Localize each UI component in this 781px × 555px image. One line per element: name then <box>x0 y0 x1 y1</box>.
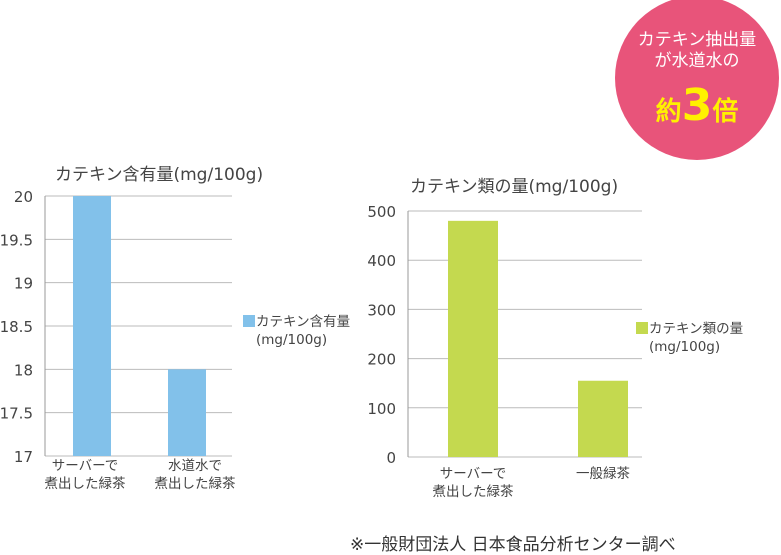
x-tick-label: 煮出した緑茶 <box>433 484 514 500</box>
bar <box>73 196 111 456</box>
legend-label: カテキン類の量 <box>649 321 743 337</box>
y-tick-label: 17.5 <box>0 405 33 423</box>
badge-prefix: 約 <box>655 97 682 127</box>
badge-ratio: 約3倍 <box>615 80 779 131</box>
y-tick-label: 500 <box>367 203 396 221</box>
legend-label: (mg/100g) <box>649 339 720 355</box>
chart-title: カテキン含有量(mg/100g) <box>55 165 263 185</box>
bar <box>448 220 498 457</box>
legend-swatch <box>636 322 648 334</box>
y-tick-label: 18.5 <box>0 318 33 336</box>
y-tick-label: 300 <box>367 301 396 319</box>
y-tick-label: 17 <box>14 448 33 466</box>
highlight-badge: カテキン抽出量 が水道水の 約3倍 <box>615 0 779 160</box>
x-tick-label: 煮出した緑茶 <box>155 476 236 492</box>
y-tick-label: 100 <box>367 400 396 418</box>
x-tick-label: 水道水で <box>168 458 222 474</box>
bar <box>578 380 628 457</box>
y-tick-label: 19 <box>14 275 33 293</box>
legend-label: (mg/100g) <box>256 332 327 348</box>
y-tick-label: 0 <box>386 449 396 467</box>
y-tick-label: 200 <box>367 351 396 369</box>
chart-title: カテキン類の量(mg/100g) <box>410 177 618 197</box>
y-tick-label: 19.5 <box>0 231 33 249</box>
x-tick-label: 煮出した緑茶 <box>45 476 126 492</box>
x-tick-label: サーバーで <box>52 458 119 474</box>
bar <box>168 369 206 456</box>
badge-line1: カテキン抽出量 <box>637 30 757 50</box>
badge-number: 3 <box>681 80 713 131</box>
x-tick-label: 一般緑茶 <box>576 466 630 482</box>
legend-swatch <box>243 315 255 327</box>
y-tick-label: 18 <box>14 361 33 379</box>
legend-label: カテキン含有量 <box>256 314 350 330</box>
x-tick-label: サーバーで <box>440 466 507 482</box>
y-tick-label: 400 <box>367 252 396 270</box>
source-note: ※一般財団法人 日本食品分析センター調べ <box>350 535 676 555</box>
badge-line2: が水道水の <box>654 51 740 71</box>
y-tick-label: 20 <box>14 188 33 206</box>
badge-suffix: 倍 <box>712 97 739 127</box>
